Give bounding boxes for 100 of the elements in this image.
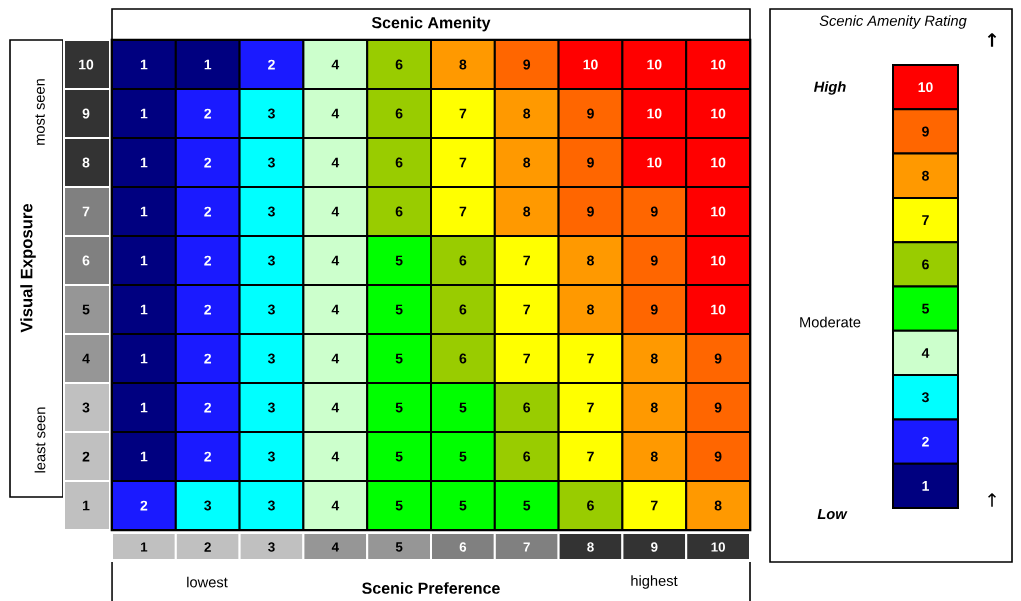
data-label: 4 [331, 402, 340, 413]
data-label: 10 [711, 108, 726, 119]
data-label: 8 [650, 402, 658, 413]
y-tick-label: 8 [82, 157, 90, 168]
y-tick-label: 6 [82, 255, 90, 266]
data-label: 7 [523, 255, 530, 266]
color-bar-label: 1 [922, 481, 929, 491]
data-label: 10 [647, 108, 662, 119]
text: Low [817, 508, 848, 520]
x-axis-title: Scenic Preference [362, 582, 500, 594]
data-label: 7 [587, 402, 594, 413]
data-label: 7 [587, 451, 594, 462]
y-tick-label: 9 [82, 108, 90, 119]
data-label: 4 [331, 304, 340, 315]
data-label: 1 [140, 59, 148, 70]
data-label: 1 [140, 402, 148, 413]
chart-title: Scenic Amenity [371, 16, 491, 32]
color-bar-label: 3 [921, 392, 929, 403]
data-label: 6 [395, 206, 403, 217]
x-tick-label: 9 [651, 542, 658, 552]
data-label: 8 [714, 500, 722, 511]
data-label: 6 [395, 59, 403, 70]
text: highest [631, 575, 678, 589]
x-tick-label: 7 [523, 542, 530, 552]
data-label: 4 [331, 59, 340, 70]
data-label: 1 [204, 59, 212, 70]
text: most seen [35, 79, 45, 145]
data-label: 7 [523, 353, 530, 364]
data-label: 5 [459, 402, 467, 413]
data-label: 3 [267, 500, 275, 511]
color-bar-label: 7 [922, 215, 929, 225]
color-bar-label: 10 [918, 82, 933, 93]
data-label: 1 [140, 353, 148, 364]
text: least seen [34, 407, 46, 473]
color-bar-label: 5 [922, 303, 929, 314]
data-label: 2 [268, 59, 275, 70]
x-tick-label: 8 [587, 542, 594, 552]
data-label: 6 [395, 108, 403, 119]
data-label: 6 [395, 157, 403, 168]
data-label: 9 [587, 108, 594, 119]
data-label: 9 [714, 451, 722, 462]
data-label: 4 [331, 157, 340, 168]
data-label: 5 [459, 451, 467, 462]
y-tick-label: 2 [82, 451, 90, 462]
data-label: 6 [523, 402, 531, 413]
data-label: 9 [714, 353, 722, 364]
data-label: 8 [523, 206, 531, 217]
data-label: 2 [204, 255, 212, 266]
y-tick-label: 7 [82, 206, 90, 217]
color-bar-title: Scenic Amenity Rating [819, 15, 967, 29]
data-label: 7 [459, 206, 467, 217]
data-label: 3 [267, 206, 275, 217]
data-label: 7 [459, 157, 467, 168]
data-label: 3 [267, 353, 275, 364]
x-tick-label: 4 [331, 542, 339, 552]
data-label: 3 [267, 157, 275, 168]
data-label: 1 [140, 108, 148, 119]
x-tick-label: 5 [395, 542, 403, 552]
data-label: 9 [650, 304, 658, 315]
data-label: 4 [331, 353, 340, 364]
data-label: 10 [647, 157, 662, 168]
data-label: 1 [140, 255, 148, 266]
data-label: 1 [140, 206, 148, 217]
color-bar-label: 4 [921, 348, 930, 358]
data-label: 4 [331, 108, 340, 119]
text: ↑ [988, 493, 996, 507]
data-label: 5 [395, 402, 403, 413]
data-label: 3 [267, 402, 275, 413]
data-label: 8 [650, 353, 658, 364]
x-tick-label: 6 [459, 542, 467, 552]
data-label: 5 [395, 304, 403, 315]
text: High [813, 81, 846, 95]
data-label: 6 [523, 451, 531, 462]
y-tick-label: 1 [82, 500, 90, 511]
data-label: 4 [331, 206, 340, 217]
data-label: 8 [650, 451, 658, 462]
data-label: 5 [395, 255, 403, 266]
data-label: 1 [140, 157, 148, 168]
data-label: 2 [140, 500, 148, 511]
data-label: 7 [587, 353, 594, 364]
data-label: 5 [395, 353, 403, 364]
data-label: 10 [711, 206, 726, 217]
data-label: 3 [267, 255, 275, 266]
data-label: 5 [395, 451, 403, 462]
data-label: 6 [587, 500, 594, 511]
data-label: 10 [647, 59, 662, 70]
data-label: 9 [523, 59, 531, 70]
data-label: 2 [204, 108, 212, 119]
color-bar-label: 8 [922, 170, 929, 181]
data-label: 7 [459, 108, 467, 119]
data-label: 8 [587, 304, 594, 315]
data-label: 5 [459, 500, 467, 511]
y-tick-label: 4 [82, 353, 90, 364]
data-label: 8 [587, 255, 594, 266]
y-tick-label: 10 [79, 59, 94, 70]
x-tick-label: 1 [141, 542, 148, 552]
y-axis-title: Visual Exposure [20, 203, 36, 333]
data-label: 8 [523, 108, 531, 119]
color-bar-label: 2 [922, 436, 929, 447]
text: lowest [187, 576, 228, 588]
